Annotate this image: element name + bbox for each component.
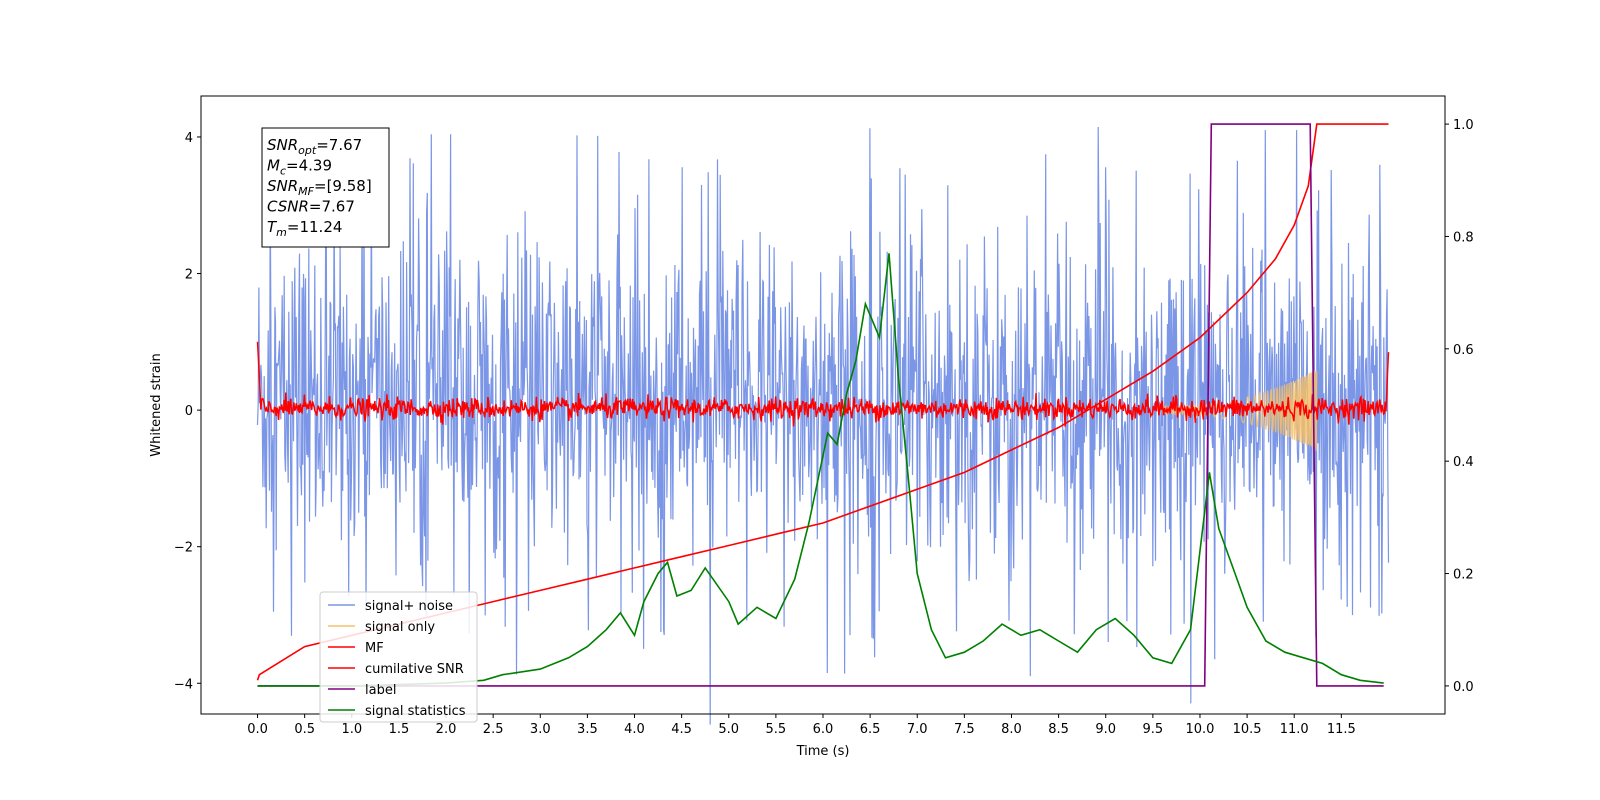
- x-tick-label: 7.5: [954, 722, 975, 737]
- legend-entry: signal statistics: [365, 704, 466, 719]
- x-tick-label: 4.5: [671, 722, 692, 737]
- legend-entry: signal+ noise: [365, 599, 453, 614]
- y2-tick-label: 0.0: [1453, 680, 1474, 695]
- annotation-line: SNRMF=[9.58]: [267, 177, 372, 198]
- x-tick-label: 1.0: [341, 722, 362, 737]
- x-tick-label: 6.0: [813, 722, 834, 737]
- x-tick-label: 3.0: [530, 722, 551, 737]
- x-tick-label: 4.0: [624, 722, 645, 737]
- annotation-line: Tm=11.24: [267, 218, 342, 239]
- x-tick-label: 11.0: [1280, 722, 1309, 737]
- x-tick-label: 5.5: [766, 722, 787, 737]
- y-axis-left: 4 2 0 −2 −4: [174, 131, 201, 692]
- series-label: [257, 123, 1384, 687]
- x-tick-label: 8.0: [1001, 722, 1022, 737]
- series-mf: [256, 341, 1390, 427]
- legend-entry: label: [365, 683, 396, 698]
- series-signal-statistics: [257, 253, 1384, 687]
- legend-entry: cumilative SNR: [365, 662, 464, 677]
- x-tick-label: 6.5: [860, 722, 881, 737]
- x-tick-label: 5.0: [718, 722, 739, 737]
- x-tick-label: 7.0: [907, 722, 928, 737]
- y2-tick-label: 0.8: [1453, 230, 1474, 245]
- legend-frame: [319, 591, 478, 723]
- annotation-line: Mc=4.39: [267, 157, 332, 178]
- x-tick-label: 1.5: [389, 722, 410, 737]
- annotation-frame: [261, 127, 390, 248]
- x-tick-label: 9.5: [1143, 722, 1164, 737]
- x-tick-label: 9.0: [1095, 722, 1116, 737]
- y-tick-label: −4: [174, 677, 193, 692]
- x-tick-label: 10.5: [1233, 722, 1262, 737]
- x-tick-label: 10.0: [1185, 722, 1214, 737]
- y-tick-label: 0: [185, 404, 193, 419]
- x-tick-label: 8.5: [1048, 722, 1069, 737]
- legend-entry: signal only: [365, 620, 435, 635]
- y-axis-right: 1.0 0.8 0.6 0.4 0.2 0.0: [1445, 118, 1474, 695]
- y-tick-label: 4: [185, 131, 193, 146]
- y-tick-label: 2: [185, 268, 193, 283]
- x-tick-label: 0.0: [247, 722, 268, 737]
- y2-tick-label: 0.2: [1453, 568, 1474, 583]
- x-tick-label: 3.5: [577, 722, 598, 737]
- x-axis-label: Time (s): [796, 744, 850, 759]
- y2-tick-label: 0.4: [1453, 455, 1474, 470]
- y-axis-label: Whitened strain: [149, 353, 164, 456]
- x-tick-label: 2.0: [436, 722, 457, 737]
- y-tick-label: −2: [174, 541, 193, 556]
- y2-tick-label: 0.6: [1453, 343, 1474, 358]
- y2-tick-label: 1.0: [1453, 118, 1474, 133]
- annotation-line: SNRopt=7.67: [267, 136, 362, 157]
- x-tick-label: 0.5: [294, 722, 315, 737]
- series-signal-noise: [256, 126, 1390, 725]
- annotation-line: CSNR=7.67: [267, 198, 355, 216]
- x-tick-label: 2.5: [483, 722, 504, 737]
- legend-entry: MF: [365, 641, 384, 656]
- x-axis: 0.0 0.5 1.0 1.5 2.0 2.5 3.0 3.5 4.0 4.5 5.0 5.5 6.0 6…: [247, 714, 1356, 737]
- x-tick-label: 11.5: [1327, 722, 1356, 737]
- legend: signal+ noise signal only MF cumilative SNR…: [319, 591, 478, 723]
